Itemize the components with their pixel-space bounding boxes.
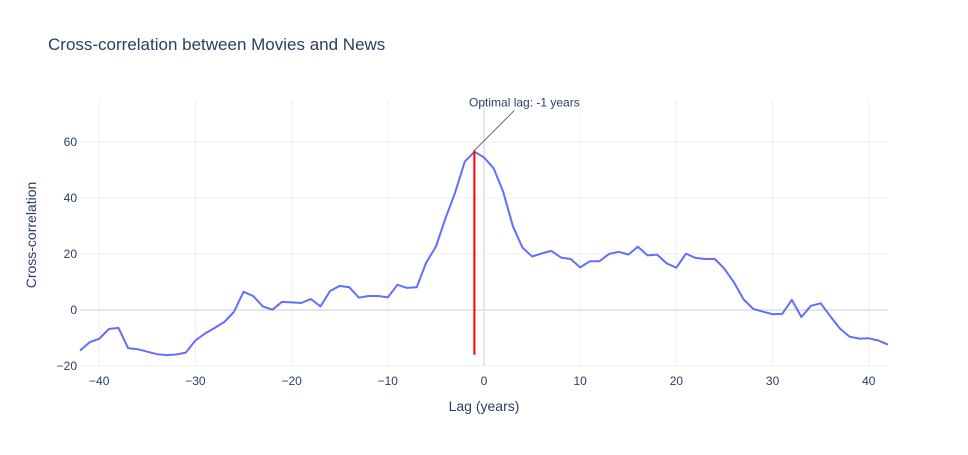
grid-layer [80,100,888,367]
x-tick-label: 20 [670,374,684,388]
x-tick-label: 30 [766,374,780,388]
y-tick-label: 0 [70,303,77,317]
annotation-arrow [474,110,515,151]
tick-layer: −40 −30 −20 −10 0 10 20 30 40 −20 0 20 40 60 [57,135,876,388]
chart-title: Cross-correlation between Movies and New… [48,35,385,54]
y-tick-label: 20 [64,247,78,261]
x-tick-label: 0 [481,374,488,388]
annotation-label: Optimal lag: -1 years [469,95,580,109]
x-tick-label: −20 [281,374,302,388]
x-tick-label: 40 [862,374,876,388]
y-axis-title: Cross-correlation [23,182,39,289]
y-tick-label: 60 [64,135,78,149]
x-tick-label: 10 [574,374,588,388]
x-axis-title: Lag (years) [449,398,520,414]
y-tick-label: −20 [57,359,78,373]
x-tick-label: −30 [185,374,206,388]
y-tick-label: 40 [64,191,78,205]
annotation-layer: Optimal lag: -1 years [469,95,580,151]
x-tick-label: −10 [378,374,399,388]
series-line [79,150,889,357]
line-layer [79,150,889,357]
x-tick-label: −40 [89,374,110,388]
